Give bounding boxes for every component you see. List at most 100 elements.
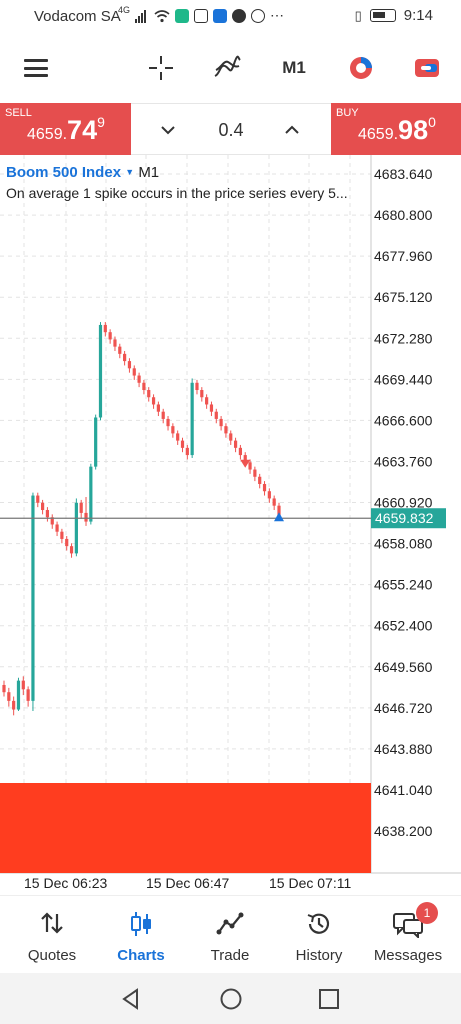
candle-body bbox=[195, 382, 199, 391]
wifi-icon bbox=[154, 9, 170, 22]
candle-body bbox=[137, 375, 141, 383]
price-tick-label: 4658.080 bbox=[374, 536, 433, 552]
candle-body bbox=[253, 469, 257, 477]
nav-label: Messages bbox=[373, 947, 443, 964]
price-tick-label: 4655.240 bbox=[374, 577, 433, 593]
candle-body bbox=[60, 531, 64, 539]
price-tick-label: 4643.880 bbox=[374, 741, 433, 757]
candle-body bbox=[224, 426, 228, 434]
chart-area[interactable]: 4683.640 4680.800 4677.960 4675.120 4672.280… bbox=[0, 155, 461, 895]
timeframe-label: M1 bbox=[282, 58, 306, 77]
candle-body bbox=[89, 466, 93, 522]
back-icon[interactable] bbox=[119, 987, 143, 1011]
nav-trade[interactable]: Trade bbox=[184, 896, 276, 974]
chevron-up-icon bbox=[285, 125, 299, 134]
increase-lot-button[interactable] bbox=[282, 120, 302, 140]
price-chart[interactable]: 4683.640 4680.800 4677.960 4675.120 4672.280… bbox=[0, 155, 461, 895]
indicator-icon bbox=[214, 55, 241, 77]
candle-body bbox=[74, 502, 78, 554]
candle-body bbox=[238, 447, 243, 456]
candle-body bbox=[171, 426, 175, 434]
recents-icon[interactable] bbox=[317, 987, 341, 1011]
candle-body bbox=[214, 411, 218, 419]
price-tick-label: 4680.800 bbox=[374, 207, 433, 223]
chevron-down-icon bbox=[161, 126, 175, 135]
symbol-name: Boom 500 Index bbox=[6, 164, 122, 181]
history-icon bbox=[307, 913, 330, 934]
candle-body bbox=[262, 483, 267, 492]
decrease-lot-button[interactable] bbox=[158, 120, 178, 140]
more-icon: ⋯ bbox=[270, 7, 285, 23]
status-right: ▯ 9:14 bbox=[355, 7, 433, 24]
candle-body bbox=[65, 538, 69, 547]
app-icon bbox=[175, 8, 190, 23]
symbol-description: On average 1 spike occurs in the price s… bbox=[6, 185, 348, 201]
current-price-label: 4659.832 bbox=[375, 510, 434, 526]
candle-body bbox=[166, 418, 170, 427]
one-click-trade-panel: SELL 4659.749 0.4 BUY 4659.980 bbox=[0, 103, 461, 155]
network-type: 4G bbox=[118, 4, 131, 15]
one-click-trading-button[interactable] bbox=[412, 54, 442, 82]
candle-body bbox=[69, 546, 74, 554]
price-tick-label: 4666.600 bbox=[374, 412, 433, 428]
candle-body bbox=[248, 462, 252, 470]
home-icon[interactable] bbox=[219, 987, 243, 1011]
candle-body bbox=[55, 524, 59, 532]
bottom-navigation: Quotes Charts Trade History 1 Messages bbox=[0, 895, 461, 973]
app-icon bbox=[194, 8, 209, 23]
buy-price: 4659.980 bbox=[358, 114, 436, 145]
nav-label: History bbox=[295, 947, 343, 964]
candle-body bbox=[229, 433, 233, 441]
candle-body bbox=[113, 339, 117, 347]
candle-body bbox=[200, 390, 204, 398]
timeframe-button[interactable]: M1 bbox=[278, 54, 310, 82]
candle-body bbox=[190, 382, 194, 456]
menu-button[interactable] bbox=[23, 54, 49, 82]
clock: 9:14 bbox=[403, 7, 433, 24]
price-tick-label: 4652.400 bbox=[374, 618, 433, 634]
nav-charts[interactable]: Charts bbox=[95, 896, 187, 974]
chart-symbol-title[interactable]: Boom 500 Index ▼ M1 bbox=[6, 164, 159, 181]
nav-messages[interactable]: 1 Messages bbox=[362, 896, 454, 974]
app-icon bbox=[213, 8, 228, 23]
indicators-button[interactable] bbox=[212, 54, 242, 82]
candle-body bbox=[233, 440, 238, 448]
price-tick-label: 4646.720 bbox=[374, 700, 433, 716]
crosshair-icon bbox=[149, 56, 173, 80]
candle-body bbox=[156, 404, 160, 412]
candle-body bbox=[84, 512, 88, 522]
sell-price: 4659.749 bbox=[27, 114, 105, 145]
price-tick-label: 4660.920 bbox=[374, 495, 433, 511]
candle-body bbox=[21, 680, 25, 690]
app-logo-button[interactable] bbox=[346, 54, 376, 82]
candle-body bbox=[219, 418, 223, 427]
candle-body bbox=[151, 397, 156, 405]
price-tick-label: 4675.120 bbox=[374, 289, 433, 305]
candle-body bbox=[161, 411, 165, 419]
candle-body bbox=[50, 517, 54, 525]
candle-body bbox=[180, 440, 185, 448]
time-tick-label: 15 Dec 06:23 bbox=[24, 875, 107, 891]
sell-label: SELL bbox=[5, 107, 32, 119]
nav-label: Quotes bbox=[27, 947, 77, 964]
lot-size-value[interactable]: 0.4 bbox=[218, 120, 244, 140]
candle-body bbox=[277, 505, 281, 516]
price-tick-label: 4663.760 bbox=[374, 453, 433, 469]
candle-body bbox=[40, 502, 45, 511]
sell-button[interactable]: SELL 4659.749 bbox=[0, 103, 131, 155]
buy-button[interactable]: BUY 4659.980 bbox=[331, 103, 461, 155]
facebook-icon bbox=[232, 8, 247, 23]
one-click-trading-icon bbox=[415, 59, 439, 77]
chart-timeframe: M1 bbox=[138, 164, 160, 181]
app-icon bbox=[251, 8, 266, 23]
candle-body bbox=[108, 332, 112, 340]
charts-icon bbox=[131, 912, 151, 936]
candle-body bbox=[16, 680, 21, 710]
nav-quotes[interactable]: Quotes bbox=[6, 896, 98, 974]
crosshair-button[interactable] bbox=[147, 54, 175, 82]
candle-body bbox=[205, 397, 209, 405]
candle-body bbox=[142, 382, 146, 391]
nav-history[interactable]: History bbox=[273, 896, 365, 974]
candle-body bbox=[94, 417, 98, 467]
candle-body bbox=[2, 684, 6, 693]
